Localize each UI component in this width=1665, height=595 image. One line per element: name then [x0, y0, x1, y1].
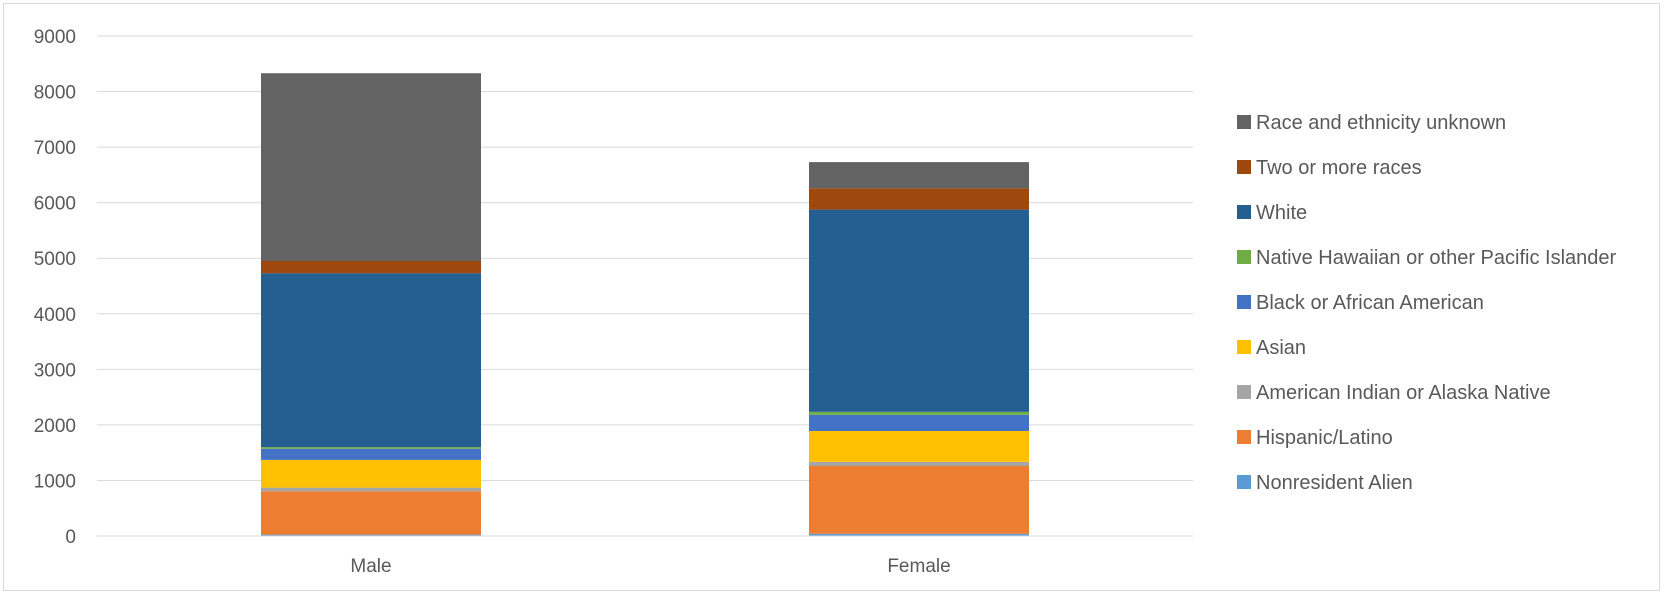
- bar-segment: [261, 261, 481, 274]
- bar-segment: [809, 431, 1029, 462]
- y-tick-label: 9000: [34, 27, 76, 48]
- legend-swatch: [1237, 160, 1251, 174]
- legend-swatch: [1237, 430, 1251, 444]
- legend-swatch: [1237, 295, 1251, 309]
- x-axis-category-labels: Male Female: [350, 556, 950, 577]
- legend-item: American Indian or Alaska Native: [1237, 382, 1551, 404]
- legend-item: Nonresident Alien: [1237, 472, 1413, 494]
- bar-segment: [261, 487, 481, 492]
- bar-segment: [261, 447, 481, 449]
- y-tick-label: 1000: [34, 471, 76, 492]
- legend-swatch: [1237, 205, 1251, 219]
- y-tick-label: 3000: [34, 360, 76, 381]
- y-tick-label: 8000: [34, 83, 76, 104]
- y-tick-label: 5000: [34, 249, 76, 270]
- bar-segment: [261, 448, 481, 460]
- legend: Race and ethnicity unknown Two or more ra…: [1237, 112, 1617, 494]
- legend-label: Nonresident Alien: [1256, 472, 1413, 494]
- legend-label: Black or African American: [1256, 292, 1484, 314]
- bar-segment: [809, 461, 1029, 466]
- legend-label: White: [1256, 202, 1307, 224]
- legend-label: Asian: [1256, 337, 1306, 359]
- legend-swatch: [1237, 115, 1251, 129]
- legend-swatch: [1237, 340, 1251, 354]
- legend-item: Black or African American: [1237, 292, 1484, 314]
- bar-segment: [261, 459, 481, 488]
- legend-item: Asian: [1237, 337, 1306, 359]
- x-category-label: Female: [887, 556, 950, 577]
- legend-label: Race and ethnicity unknown: [1256, 112, 1506, 134]
- bar-segment: [809, 466, 1029, 534]
- y-tick-label: 2000: [34, 416, 76, 437]
- bar-segment: [809, 188, 1029, 210]
- legend-item: Race and ethnicity unknown: [1237, 112, 1506, 134]
- bar-segment: [809, 162, 1029, 189]
- bars: [261, 73, 1029, 536]
- legend-label: Hispanic/Latino: [1256, 427, 1393, 449]
- y-tick-label: 7000: [34, 138, 76, 159]
- y-tick-label: 4000: [34, 305, 76, 326]
- legend-item: Hispanic/Latino: [1237, 427, 1393, 449]
- bar-segment: [809, 411, 1029, 415]
- legend-swatch: [1237, 250, 1251, 264]
- bar-segment: [261, 73, 481, 261]
- legend-item: White: [1237, 202, 1307, 224]
- y-tick-label: 6000: [34, 194, 76, 215]
- legend-label: Two or more races: [1256, 157, 1422, 179]
- bar-segment: [261, 534, 481, 536]
- legend-label: American Indian or Alaska Native: [1256, 382, 1551, 404]
- legend-label: Native Hawaiian or other Pacific Islande…: [1256, 247, 1617, 269]
- y-tick-label: 0: [65, 527, 76, 548]
- bar-segment: [809, 209, 1029, 412]
- bar-segment: [809, 533, 1029, 536]
- legend-item: Two or more races: [1237, 157, 1422, 179]
- y-axis-tick-labels: 0 1000 2000 3000 4000 5000 6000 7000 8000 9000: [34, 27, 76, 548]
- legend-item: Native Hawaiian or other Pacific Islande…: [1237, 247, 1617, 269]
- legend-swatch: [1237, 475, 1251, 489]
- bar-segment: [809, 414, 1029, 431]
- legend-swatch: [1237, 385, 1251, 399]
- x-category-label: Male: [350, 556, 391, 577]
- bar-segment: [261, 273, 481, 448]
- bar-segment: [261, 491, 481, 535]
